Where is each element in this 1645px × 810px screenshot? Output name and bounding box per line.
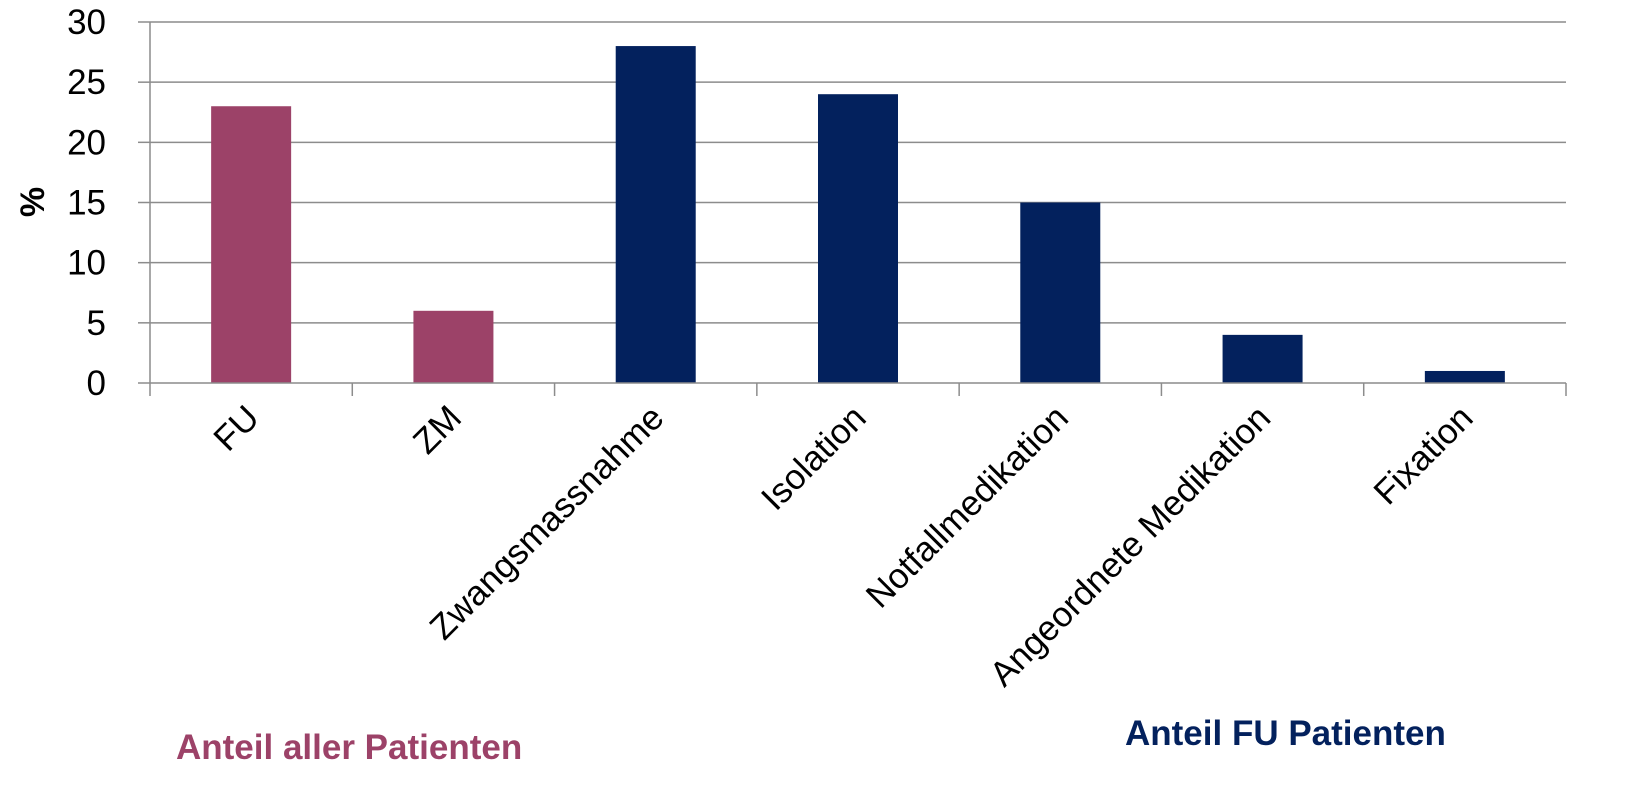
x-tick-label: Zwangsmassnahme <box>422 398 671 647</box>
bar-notfallmedikation <box>1020 202 1101 383</box>
y-tick-label: 30 <box>67 3 106 42</box>
y-tick-label: 10 <box>67 244 106 283</box>
bar-zm <box>413 310 494 383</box>
y-tick-label: 0 <box>87 364 106 403</box>
x-tick-label: Fixation <box>1366 398 1480 512</box>
axes <box>138 21 1567 396</box>
y-axis-label: % <box>14 187 52 217</box>
x-tick-label: ZM <box>406 398 469 461</box>
bar-zwangsmassnahme <box>615 46 696 384</box>
y-tick-label: 15 <box>67 184 106 223</box>
caption-fu-patients: Anteil FU Patienten <box>1125 714 1446 753</box>
y-tick-label: 25 <box>67 63 106 102</box>
y-tick-labels: 0 5 10 15 20 25 30 <box>67 3 106 403</box>
bars <box>211 46 1505 384</box>
x-tick-label: Isolation <box>754 398 874 518</box>
bar-isolation <box>818 94 898 383</box>
x-tick-label: FU <box>206 398 267 459</box>
bar-angeordnete-medikation <box>1222 334 1303 383</box>
bar-fixation <box>1424 370 1505 383</box>
caption-all-patients: Anteil aller Patienten <box>176 728 523 767</box>
bar-fu <box>211 106 292 383</box>
y-tick-label: 20 <box>67 123 106 162</box>
y-tick-label: 5 <box>87 304 106 343</box>
x-tick-label: Notfallmedikation <box>859 398 1076 615</box>
